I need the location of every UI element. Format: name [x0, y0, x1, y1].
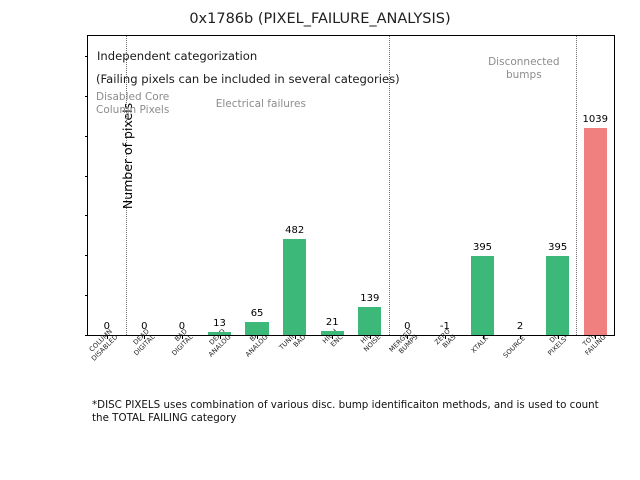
chart-title: 0x1786b (PIXEL_FAILURE_ANALYSIS) — [189, 11, 451, 27]
x-tick-mark — [181, 335, 183, 339]
y-tick-mark — [84, 55, 88, 57]
x-tick-mark — [294, 335, 296, 339]
y-tick-mark — [84, 135, 88, 137]
bar-value-label: 139 — [360, 293, 380, 305]
bar — [583, 127, 607, 335]
bar — [282, 238, 307, 335]
bar — [245, 322, 269, 335]
y-tick-mark — [84, 95, 88, 97]
bar — [207, 332, 232, 335]
x-tick-mark — [557, 335, 559, 339]
x-tick-mark — [482, 335, 484, 339]
y-axis-label: Number of pixels — [120, 102, 135, 210]
category-divider — [125, 36, 127, 335]
bar-value-label: 0 — [178, 321, 186, 332]
bar-value-label: 1039 — [582, 113, 608, 125]
bar-value-label: 13 — [213, 318, 226, 330]
annotation-electrical-failures: Electrical failures — [215, 98, 306, 110]
bar — [470, 256, 495, 335]
x-tick-mark — [219, 335, 221, 339]
x-tick-mark — [407, 335, 409, 339]
y-tick-mark — [84, 175, 88, 177]
note-multiple-categories: (Failing pixels can be included in sever… — [96, 72, 400, 86]
bar-value-label: -1 — [439, 321, 450, 332]
x-tick-mark — [369, 335, 371, 339]
plot-inner: Number of pixels 02004006008001000120014… — [84, 36, 614, 362]
bar-value-label: 0 — [404, 321, 411, 332]
bar — [320, 330, 344, 335]
bar-value-label: 0 — [103, 321, 110, 332]
y-tick-mark — [84, 335, 88, 336]
bar-value-label: 482 — [285, 224, 305, 236]
category-divider — [576, 36, 578, 335]
note-independent-categorization: Independent categorization — [97, 49, 258, 63]
bar — [358, 307, 382, 335]
x-tick-mark — [332, 335, 334, 339]
category-divider — [388, 36, 390, 335]
x-tick-mark — [520, 335, 522, 339]
bar-value-label: 395 — [472, 242, 493, 254]
x-tick-mark — [444, 335, 446, 339]
bar-value-label: 2 — [516, 320, 524, 332]
bar-value-label: 65 — [250, 308, 264, 320]
bar-value-label: 395 — [548, 242, 568, 254]
x-tick-mark — [106, 335, 108, 339]
chart-footnote: *DISC PIXELS uses combination of various… — [92, 399, 599, 424]
x-tick-mark — [257, 335, 259, 339]
y-tick-mark — [84, 215, 88, 217]
bar-value-label: 0 — [141, 321, 148, 332]
annotation-disconnected-bumps: Disconnected bumps — [488, 56, 560, 81]
x-tick-mark — [595, 335, 597, 339]
bar — [545, 256, 570, 335]
annotation-disabled-core-column-pixels: Disabled Core Column Pixels — [96, 91, 170, 116]
y-tick-mark — [84, 295, 88, 297]
bar-value-label: 21 — [325, 316, 339, 328]
x-tick-mark — [144, 335, 146, 339]
y-tick-mark — [84, 255, 88, 257]
plot-area: Number of pixels 02004006008001000120014… — [84, 35, 615, 362]
